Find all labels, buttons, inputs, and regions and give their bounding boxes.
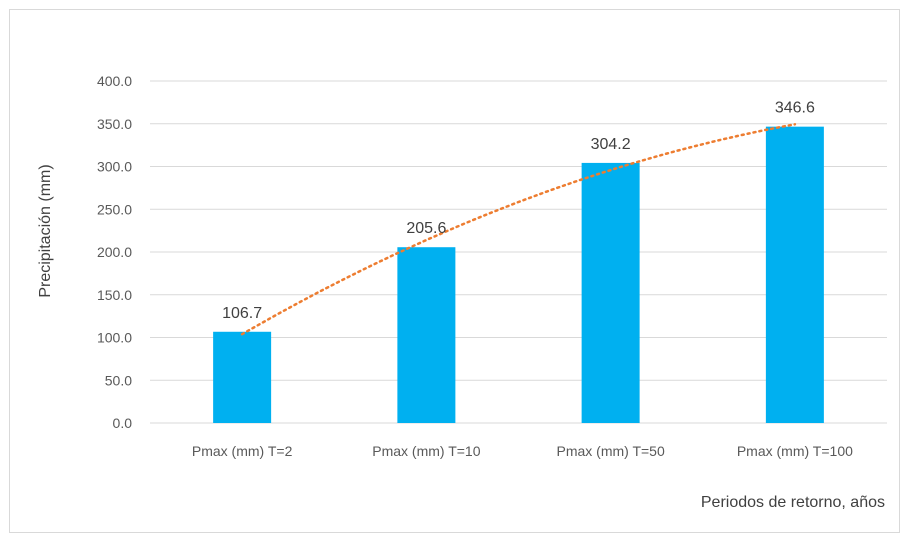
bar (581, 162, 640, 423)
bar (397, 247, 456, 423)
y-tick-label: 200.0 (97, 244, 132, 260)
y-tick-labels: 0.0 50.0 100.0 150.0 200.0 250.0 300.0 350.0 400… (97, 73, 132, 431)
y-tick-label: 300.0 (97, 159, 132, 175)
x-tick-labels: Pmax (mm) T=2 Pmax (mm) T=10 Pmax (mm) T=5… (192, 443, 853, 459)
data-label: 205.6 (406, 220, 446, 237)
y-tick-label: 250.0 (97, 201, 132, 217)
data-label: 304.2 (591, 136, 631, 153)
trendline (240, 123, 797, 336)
bar (765, 126, 824, 424)
x-tick-label: Pmax (mm) T=10 (372, 443, 480, 459)
x-tick-label: Pmax (mm) T=50 (556, 443, 664, 459)
data-label: 106.7 (222, 305, 262, 322)
x-axis-title: Periodos de retorno, años (701, 494, 885, 511)
y-tick-label: 400.0 (97, 73, 132, 89)
y-tick-label: 50.0 (105, 372, 132, 388)
y-tick-label: 100.0 (97, 330, 132, 346)
x-tick-label: Pmax (mm) T=2 (192, 443, 293, 459)
y-tick-label: 350.0 (97, 116, 132, 132)
bar (213, 331, 272, 423)
y-axis-title: Precipitación (mm) (37, 164, 54, 297)
data-label: 346.6 (775, 100, 815, 117)
bars (213, 126, 824, 424)
y-tick-label: 150.0 (97, 287, 132, 303)
data-labels: 106.7 205.6 304.2 346.6 (222, 100, 815, 322)
y-tick-label: 0.0 (113, 415, 133, 431)
x-tick-label: Pmax (mm) T=100 (737, 443, 853, 459)
gridlines (150, 80, 887, 424)
